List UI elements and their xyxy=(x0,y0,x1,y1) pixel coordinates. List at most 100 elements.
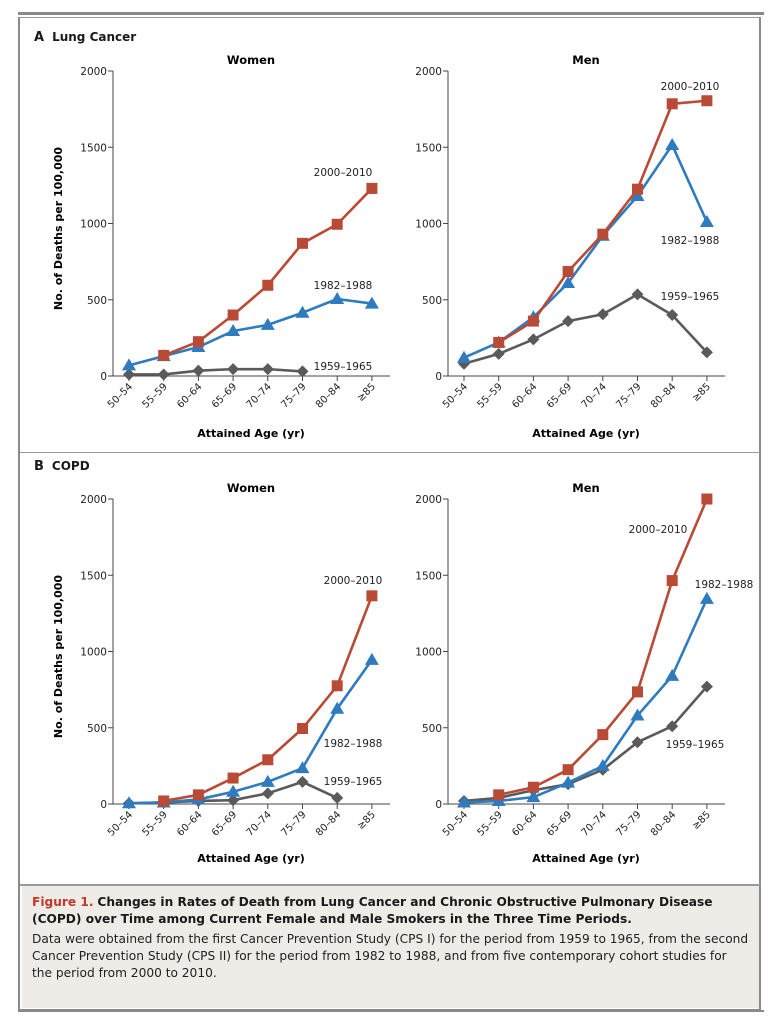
data-point-square xyxy=(331,680,343,692)
data-point-diamond xyxy=(192,364,205,377)
data-point-triangle xyxy=(630,708,645,721)
series-annotation: 1982–1988 xyxy=(661,235,720,247)
x-tick-label: 80–84 xyxy=(314,809,343,838)
y-tick-label: 2000 xyxy=(80,494,107,506)
data-point-square xyxy=(262,279,274,291)
figure-number: Figure 1. xyxy=(32,895,94,909)
data-point-diamond xyxy=(666,309,679,321)
data-point-square xyxy=(158,795,170,807)
series-annotation: 2000–2010 xyxy=(629,524,688,536)
x-axis-label: Attained Age (yr) xyxy=(197,427,305,440)
x-tick-label: 55–59 xyxy=(141,381,170,410)
data-point-diamond xyxy=(296,775,309,788)
data-point-triangle xyxy=(665,668,680,681)
series-line xyxy=(463,293,708,366)
x-tick-label: 55–59 xyxy=(476,809,505,838)
data-point-square xyxy=(366,182,378,194)
data-point-diamond xyxy=(157,368,170,381)
caption-heading: Figure 1. Changes in Rates of Death from… xyxy=(32,894,749,928)
chart-a-women: Women 0 500 1000 1500 2000 No. of Deaths per 1… xyxy=(52,53,390,440)
series-annotation: 1982–1988 xyxy=(695,579,754,591)
x-tick-label: 70–74 xyxy=(245,809,274,838)
series-annotation: 1982–1988 xyxy=(324,738,383,750)
data-point-triangle xyxy=(295,305,310,318)
panel-title: Lung Cancer xyxy=(52,30,137,44)
data-point-triangle xyxy=(561,275,576,288)
series-1959-1965 xyxy=(123,363,309,381)
data-point-square xyxy=(262,754,274,766)
x-tick-label: 50–54 xyxy=(441,809,470,838)
x-tick-label: 55–59 xyxy=(476,381,505,410)
series-1982-1988 xyxy=(457,591,714,808)
series-line xyxy=(128,659,373,805)
series-annotation: 2000–2010 xyxy=(314,167,373,179)
data-point-diamond xyxy=(492,347,505,360)
data-point-square xyxy=(632,183,643,195)
panel-letter: B xyxy=(34,459,44,474)
figure-caption: Figure 1. Changes in Rates of Death from… xyxy=(22,886,759,1008)
y-tick-label: 500 xyxy=(87,723,107,735)
caption-divider xyxy=(20,884,761,886)
y-tick-label: 1000 xyxy=(80,219,107,231)
series-annotation: 2000–2010 xyxy=(661,81,720,93)
x-tick-label: 75–79 xyxy=(279,809,308,838)
data-point-square xyxy=(666,575,678,587)
y-tick-label: 1000 xyxy=(415,647,442,659)
chart-title: Men xyxy=(572,53,599,67)
data-point-triangle xyxy=(665,137,680,150)
series-annotation: 1982–1988 xyxy=(314,280,373,292)
data-point-square xyxy=(666,98,678,110)
x-tick-label: 60–64 xyxy=(175,809,204,838)
figure-description: Data were obtained from the first Cancer… xyxy=(32,932,749,980)
data-point-square xyxy=(297,723,308,735)
y-tick-label: 1000 xyxy=(80,647,107,659)
x-tick-label: 80–84 xyxy=(314,381,343,410)
panel-title: COPD xyxy=(51,459,90,473)
x-tick-label: 65–69 xyxy=(545,809,574,838)
y-tick-label: 0 xyxy=(435,371,442,383)
series-line xyxy=(463,598,709,804)
y-tick-label: 1500 xyxy=(415,142,442,154)
y-tick-label: 0 xyxy=(100,371,107,383)
data-point-triangle xyxy=(561,775,576,788)
data-point-triangle xyxy=(630,189,645,202)
y-axis-label: No. of Deaths per 100,000 xyxy=(52,147,65,310)
x-tick-label: 55–59 xyxy=(141,809,170,838)
x-tick-label: 75–79 xyxy=(614,381,643,410)
x-axis-label: Attained Age (yr) xyxy=(197,852,305,865)
data-point-square xyxy=(158,349,170,361)
panel-b-label: B COPD xyxy=(34,459,90,474)
x-tick-label: 65–69 xyxy=(210,381,239,410)
data-point-triangle xyxy=(226,784,241,797)
x-tick-label: ≥85 xyxy=(690,381,713,404)
chart-title: Men xyxy=(572,481,599,495)
data-point-square xyxy=(632,686,643,698)
chart-title: Women xyxy=(227,481,275,495)
data-point-diamond xyxy=(562,315,575,328)
data-point-square xyxy=(192,789,204,801)
data-point-diamond xyxy=(631,736,644,749)
data-point-triangle xyxy=(122,796,136,809)
chart-b-women: Women 0 500 1000 1500 2000 No. of Deaths per 1… xyxy=(52,481,390,865)
series-annotation: 2000–2010 xyxy=(324,575,383,587)
series-line xyxy=(129,367,303,376)
data-point-square xyxy=(701,95,713,107)
x-tick-label: 60–64 xyxy=(175,381,204,410)
x-tick-label: 50–54 xyxy=(441,381,470,410)
series-line xyxy=(463,685,708,803)
x-tick-label: 80–84 xyxy=(649,809,678,838)
data-point-triangle xyxy=(122,358,136,371)
y-tick-label: 1500 xyxy=(80,142,107,154)
y-tick-label: 2000 xyxy=(415,66,442,78)
data-point-square xyxy=(527,315,539,327)
panel-divider xyxy=(20,452,761,453)
series-2000-2010 xyxy=(158,182,378,361)
y-tick-label: 1500 xyxy=(415,570,442,582)
series-line xyxy=(163,595,374,803)
data-point-triangle xyxy=(364,296,379,309)
x-tick-label: 50–54 xyxy=(106,809,135,838)
data-point-triangle xyxy=(226,324,241,337)
y-tick-label: 500 xyxy=(422,723,442,735)
